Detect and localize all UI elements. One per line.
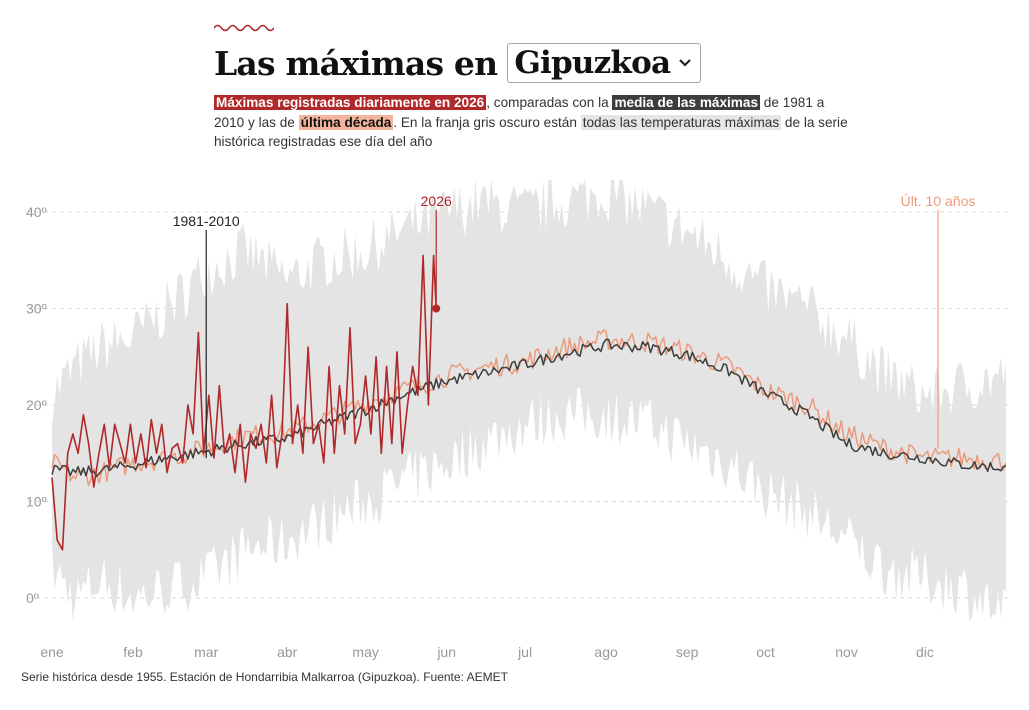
source-footer: Serie histórica desde 1955. Estación de … [21,670,508,684]
x-tick-label: mar [194,644,218,660]
x-tick-label: feb [123,644,143,660]
legend-2026: Máximas registradas diariamente en 2026 [214,95,487,110]
desc-text-1: , comparadas con la [486,95,613,110]
y-tick-label: 0º [26,590,39,606]
annotation-label-media: 1981-2010 [173,213,240,229]
historical-band [52,180,1006,621]
desc-text-3: . En la franja gris oscuro están [393,114,581,130]
annotation-label-decada: Últ. 10 años [901,193,976,209]
y-tick-label: 30º [26,301,47,317]
x-tick-label: oct [756,644,775,660]
chevron-down-icon [679,59,692,67]
decorative-squiggle [214,24,274,32]
desc-text-4: de la serie histórica registradas ese dí… [214,114,848,150]
x-tick-label: dic [916,644,934,660]
legend-decada: última década [298,114,394,130]
x-tick-label: jul [517,644,532,660]
annotation-label-y2026: 2026 [421,193,452,209]
y-tick-label: 40º [26,204,47,220]
x-tick-label: ene [40,644,64,660]
page-title: Las máximas en [214,43,498,83]
province-select[interactable]: Gipuzkoa [507,43,702,83]
x-tick-label: ago [594,644,618,660]
x-tick-label: nov [835,644,858,660]
series-line-media [51,338,1007,478]
province-select-value: Gipuzkoa [514,45,671,81]
x-tick-label: jun [436,644,456,660]
y-tick-label: 20º [26,397,47,413]
series-line-decada [51,329,1007,487]
temperature-chart: 0º 10º 20º 30º 40º 1981-2010 2026 Últ. 10 años e… [26,180,1008,660]
x-tick-label: may [352,644,378,660]
chart-description: Máximas registradas diariamente en 2026,… [214,93,854,152]
series-line-2026 [51,254,437,551]
y-tick-label: 10º [26,494,47,510]
legend-media: media de las máximas [612,95,761,110]
x-tick-label: sep [676,644,699,660]
legend-band: todas las temperaturas máximas [580,114,782,130]
x-tick-label: abr [277,644,298,660]
desc-text-2: de 1981 a 2010 y las de [214,95,825,130]
title-row: Las máximas en Gipuzkoa [214,40,702,86]
